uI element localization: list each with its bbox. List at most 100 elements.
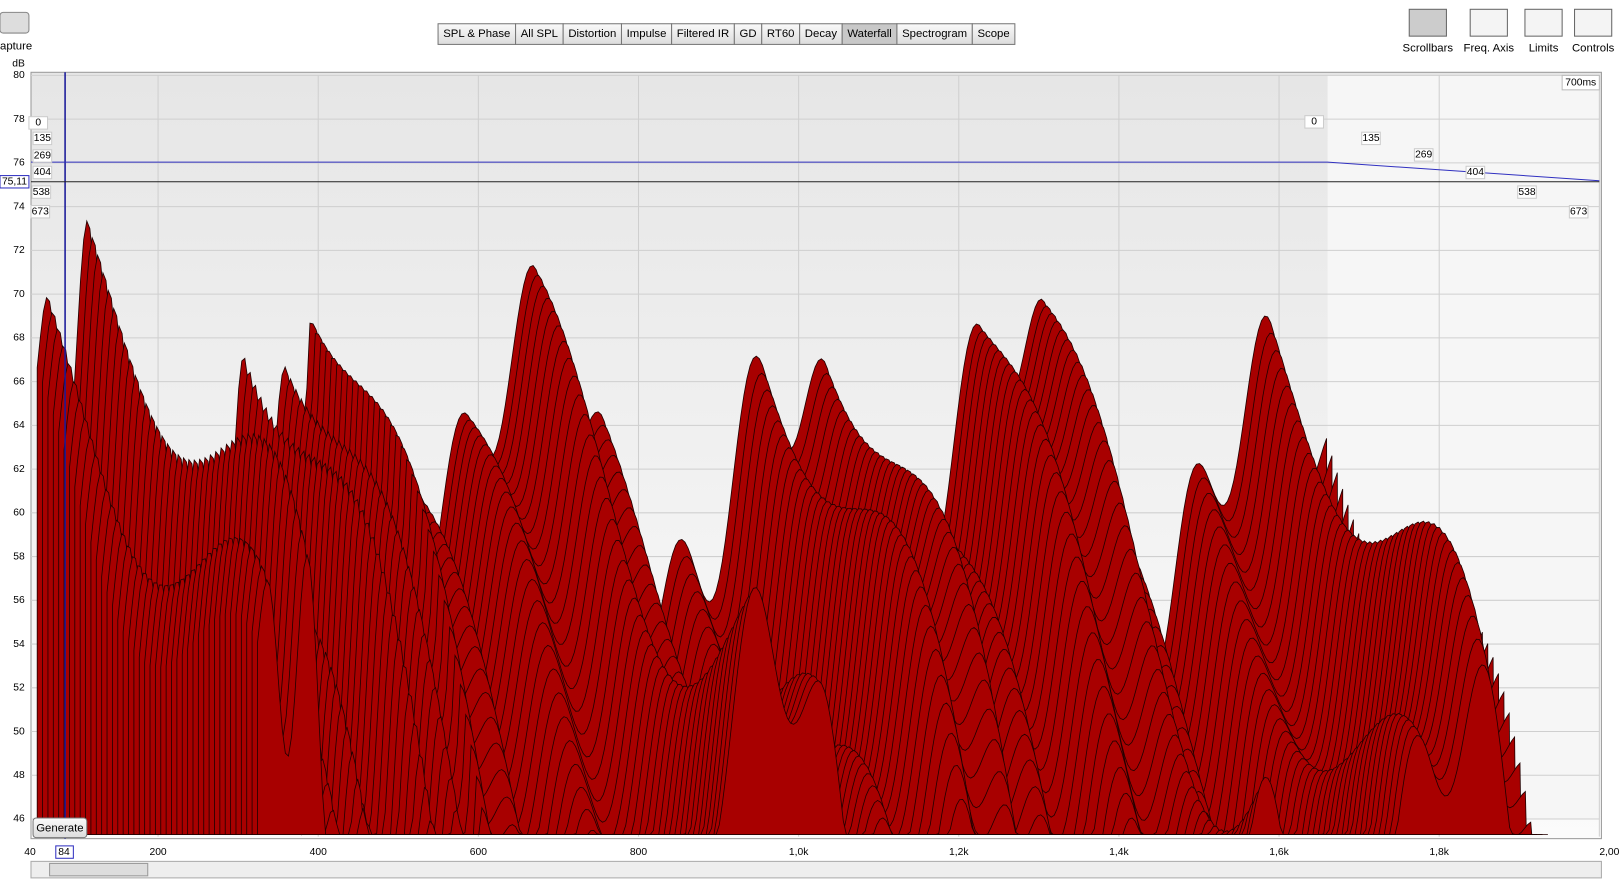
tool-bar: Scrollbars Freq. Axis Limits Controls bbox=[1403, 8, 1615, 55]
y-tick-label: 76 bbox=[13, 158, 25, 169]
capture-label[interactable]: apture bbox=[0, 40, 32, 52]
tab-label[interactable]: Impulse bbox=[627, 28, 667, 40]
y-tick-label: 54 bbox=[13, 639, 25, 650]
tab-label[interactable]: SPL & Phase bbox=[443, 28, 510, 40]
slice-label: 673 bbox=[1570, 206, 1587, 217]
tool-icon[interactable] bbox=[1408, 8, 1447, 37]
x-tick-label: 200 bbox=[149, 847, 166, 858]
tab[interactable]: Filtered IR bbox=[671, 23, 735, 45]
y-tick-label: 78 bbox=[13, 114, 25, 125]
slice-label: 538 bbox=[33, 187, 50, 198]
y-tick-label: 80 bbox=[13, 70, 25, 81]
generate-button[interactable] bbox=[32, 817, 88, 839]
slice-label: 673 bbox=[32, 206, 49, 217]
tool-label[interactable]: Freq. Axis bbox=[1464, 43, 1515, 55]
capture-icon[interactable] bbox=[0, 11, 30, 34]
end-time-box bbox=[1561, 74, 1600, 91]
tab[interactable]: Waterfall bbox=[841, 23, 898, 45]
y-tick-label: 50 bbox=[13, 726, 25, 737]
slice-label: 0 bbox=[35, 118, 41, 129]
tool-label[interactable]: Scrollbars bbox=[1403, 43, 1454, 55]
tab[interactable]: Distortion bbox=[562, 23, 623, 45]
slice-label-box bbox=[31, 185, 52, 199]
generate-label[interactable]: Generate bbox=[36, 822, 83, 834]
tab-label[interactable]: Filtered IR bbox=[677, 28, 729, 40]
slice-label-box bbox=[1568, 205, 1589, 219]
slice-label-box bbox=[28, 116, 49, 130]
tab[interactable]: All SPL bbox=[515, 23, 564, 45]
slice-label: 269 bbox=[34, 151, 51, 162]
slice-label: 269 bbox=[1415, 150, 1432, 161]
slice-label: 0 bbox=[1311, 117, 1317, 128]
x-tick-label: 1,6k bbox=[1269, 847, 1289, 858]
x-tick-label: 800 bbox=[630, 847, 647, 858]
tab[interactable]: Scope bbox=[971, 23, 1016, 45]
x-tick-label: 400 bbox=[310, 847, 327, 858]
slice-label: 135 bbox=[34, 133, 51, 144]
slice-label: 404 bbox=[34, 167, 51, 178]
tab[interactable]: RT60 bbox=[761, 23, 801, 45]
y-tick-label: 72 bbox=[13, 245, 25, 256]
x-tick-label: 1,2k bbox=[949, 847, 969, 858]
slice-label-box bbox=[32, 149, 53, 163]
x-tick-label: 1,8k bbox=[1429, 847, 1449, 858]
cursor-freq-box bbox=[55, 845, 74, 859]
tab[interactable]: Impulse bbox=[620, 23, 673, 45]
tab-label[interactable]: GD bbox=[740, 28, 757, 40]
x-tick-label: 1,0k bbox=[789, 847, 809, 858]
waterfall bbox=[36, 219, 1548, 836]
x-tick-label: 2,00k Hz bbox=[1599, 847, 1620, 858]
tool-label[interactable]: Controls bbox=[1572, 43, 1615, 55]
slice-label-box bbox=[32, 131, 53, 146]
tab-label[interactable]: Distortion bbox=[568, 28, 616, 40]
y-tick-label: 58 bbox=[13, 551, 25, 562]
tool-icon[interactable] bbox=[1524, 8, 1563, 37]
y-tick-label: 48 bbox=[13, 770, 25, 781]
x-tick-label: 40 bbox=[24, 847, 36, 858]
slice-label: 135 bbox=[1362, 133, 1379, 144]
slice-label: 538 bbox=[1518, 187, 1535, 198]
waterfall-slice bbox=[257, 554, 1548, 835]
y-tick-label: 68 bbox=[13, 333, 25, 344]
tool-icon[interactable] bbox=[1574, 8, 1613, 37]
overlay: 75,11 84 0 0 135 135 269 269 404 404 538 538 673 673 7… bbox=[0, 72, 1600, 859]
y-tick-label: 56 bbox=[13, 595, 25, 606]
slice-label: 404 bbox=[1467, 167, 1484, 178]
y-tick-label: 74 bbox=[13, 201, 25, 212]
cursor-freq: 84 bbox=[58, 847, 70, 858]
y-tick-label: 52 bbox=[13, 683, 25, 694]
tab[interactable]: GD bbox=[733, 23, 763, 45]
tab-label[interactable]: Waterfall bbox=[847, 28, 891, 40]
y-tick-label: 64 bbox=[13, 420, 25, 431]
y-tick-label: 70 bbox=[13, 289, 25, 300]
tab-label[interactable]: Spectrogram bbox=[902, 28, 967, 40]
y-tick-label: 60 bbox=[13, 508, 25, 519]
y-unit: dB bbox=[12, 59, 25, 70]
slice-label-box bbox=[1304, 115, 1324, 129]
scrollbar[interactable] bbox=[30, 860, 1602, 879]
tool-icon[interactable] bbox=[1469, 8, 1508, 37]
tool-label[interactable]: Limits bbox=[1529, 43, 1559, 55]
tab-label[interactable]: Decay bbox=[805, 28, 838, 40]
tab-label[interactable]: All SPL bbox=[521, 28, 558, 40]
tab[interactable]: Spectrogram bbox=[896, 23, 973, 45]
tab-label[interactable]: Scope bbox=[977, 28, 1009, 40]
end-time: 700ms bbox=[1565, 77, 1596, 88]
tab-button[interactable] bbox=[971, 23, 1016, 45]
slice-label-box bbox=[1517, 185, 1537, 199]
y-tick-label: 46 bbox=[13, 814, 25, 825]
tab-label[interactable]: RT60 bbox=[767, 28, 795, 40]
tab[interactable]: Decay bbox=[799, 23, 843, 45]
scrollbar-thumb[interactable] bbox=[49, 862, 149, 877]
slice-label-box bbox=[1465, 165, 1486, 180]
y-tick-label: 62 bbox=[13, 464, 25, 475]
tab[interactable]: SPL & Phase bbox=[437, 23, 517, 45]
slice-label-box bbox=[30, 205, 51, 219]
cursor-level-box bbox=[0, 175, 30, 189]
x-tick-label: 600 bbox=[470, 847, 487, 858]
slice-label-box bbox=[1361, 131, 1381, 146]
y-tick-label: 66 bbox=[13, 376, 25, 387]
